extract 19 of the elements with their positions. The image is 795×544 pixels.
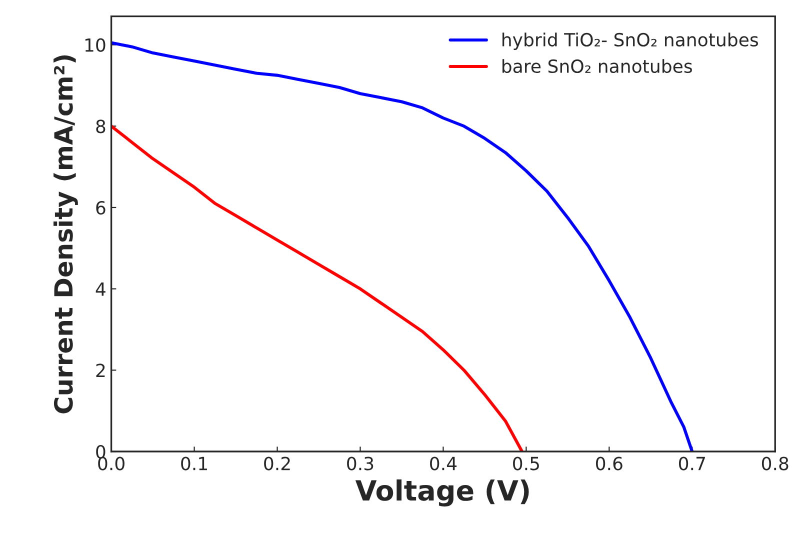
y-tick-label: 6 bbox=[96, 200, 106, 215]
x-tick-label: 0.6 bbox=[596, 456, 622, 470]
x-tick-label: 0.5 bbox=[513, 456, 539, 470]
y-tick-label: 2 bbox=[96, 364, 105, 378]
x-tick-label: 0.2 bbox=[264, 456, 290, 470]
legend-label: hybrid TiO₂- SnO₂ nanotubes bbox=[502, 32, 758, 50]
y-tick-label: 4 bbox=[96, 282, 106, 296]
x-tick-label: 0.8 bbox=[762, 456, 788, 470]
line-series bbox=[111, 124, 524, 452]
y-tick-label: 8 bbox=[96, 120, 106, 134]
x-tick-label: 0.4 bbox=[430, 456, 457, 470]
y-axis-title: Current Density (mA/cm²) bbox=[54, 55, 78, 414]
legend-label: bare SnO₂ nanotubes bbox=[502, 59, 692, 74]
x-tick-label: 0.3 bbox=[347, 456, 374, 470]
x-tick-label: 0.0 bbox=[98, 456, 124, 470]
x-tick-label: 0.7 bbox=[678, 456, 705, 470]
x-tick-label: 0.1 bbox=[181, 456, 207, 470]
y-tick-label: 10 bbox=[85, 38, 106, 52]
x-axis-title: Voltage (V) bbox=[355, 479, 529, 507]
